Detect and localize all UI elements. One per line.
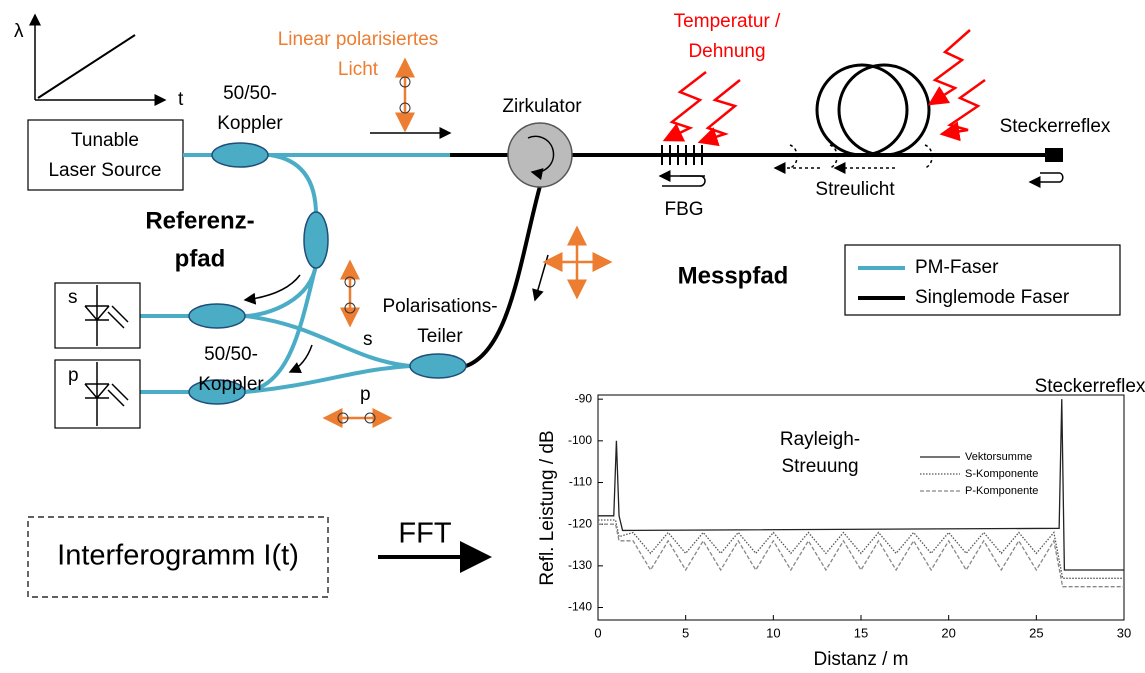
label: Streulicht: [815, 179, 895, 200]
annotation: Rayleigh-: [780, 429, 860, 450]
x-tick-label: 15: [854, 625, 868, 640]
label: Linear polarisiertes: [278, 29, 439, 50]
label: Licht: [338, 59, 379, 80]
label: s: [68, 287, 78, 308]
x-tick-label: 0: [594, 625, 601, 640]
legend-label: P-Komponente: [965, 485, 1038, 497]
y-tick-label: -140: [568, 600, 592, 614]
y-tick-label: -120: [568, 516, 592, 530]
label: FBG: [664, 199, 703, 220]
label: Referenz-: [145, 207, 254, 234]
label: Koppler: [198, 374, 264, 395]
label: Zirkulator: [502, 96, 582, 117]
diagram: λ t Tunable Laser Source 50/50- Koppler …: [0, 0, 1145, 673]
x-tick-label: 10: [766, 625, 780, 640]
legend-label: S-Komponente: [965, 468, 1038, 480]
label: Teiler: [417, 326, 463, 347]
label: Temperatur /: [674, 11, 781, 32]
legend-label: Singlemode Faser: [915, 287, 1070, 308]
label: s: [363, 329, 373, 350]
y-tick-label: -130: [568, 558, 592, 572]
x-tick-label: 30: [1117, 625, 1131, 640]
x-tick-label: 5: [682, 625, 689, 640]
label: Koppler: [217, 113, 283, 134]
label: t: [178, 89, 184, 110]
label: Interferogramm I(t): [57, 540, 299, 572]
label: Tunable: [71, 130, 139, 151]
label: 50/50-: [204, 344, 258, 365]
label: p: [68, 365, 79, 386]
label: p: [360, 384, 371, 405]
x-axis-label: Distanz / m: [813, 649, 908, 670]
label: FFT: [398, 518, 451, 550]
label: Laser Source: [48, 160, 161, 181]
x-tick-label: 25: [1029, 625, 1043, 640]
label: λ: [14, 21, 24, 42]
y-tick-label: -110: [569, 475, 592, 489]
annotation: Steckerreflex: [1035, 376, 1145, 397]
label: Steckerreflex: [1000, 116, 1111, 137]
legend-label: PM-Faser: [915, 257, 999, 278]
label: 50/50-: [223, 83, 277, 104]
label: Polarisations-: [382, 296, 497, 317]
y-tick-label: -90: [575, 391, 593, 405]
legend-label: Vektorsumme: [965, 451, 1032, 463]
label: Messpfad: [678, 262, 789, 289]
y-axis-label: Refl. Leistung / dB: [537, 430, 558, 585]
y-tick-label: -100: [568, 433, 592, 447]
label: pfad: [175, 245, 226, 272]
label: Dehnung: [688, 41, 765, 62]
x-tick-label: 20: [941, 625, 955, 640]
annotation: Streuung: [781, 456, 858, 477]
chart: Distanz / m Refl. Leistung / dB Rayleigh…: [537, 376, 1145, 670]
